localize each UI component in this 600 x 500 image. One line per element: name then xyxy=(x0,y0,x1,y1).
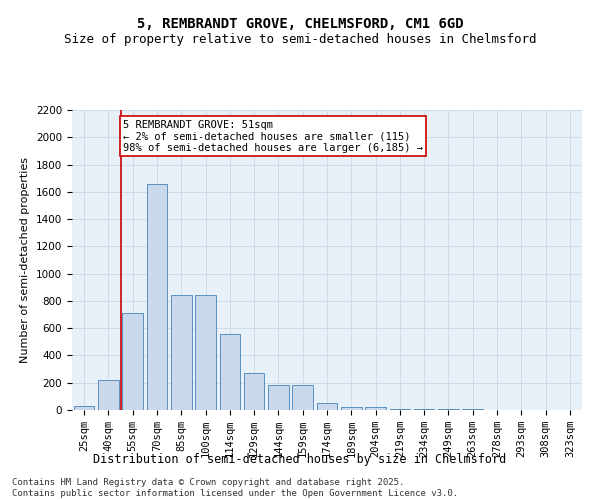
Bar xyxy=(146,184,167,410)
Bar xyxy=(220,334,240,410)
Bar xyxy=(244,373,265,410)
Bar xyxy=(74,406,94,410)
Bar xyxy=(122,313,143,410)
Text: Distribution of semi-detached houses by size in Chelmsford: Distribution of semi-detached houses by … xyxy=(94,452,506,466)
Bar xyxy=(414,408,434,410)
Bar xyxy=(292,386,313,410)
Bar xyxy=(317,402,337,410)
Text: 5, REMBRANDT GROVE, CHELMSFORD, CM1 6GD: 5, REMBRANDT GROVE, CHELMSFORD, CM1 6GD xyxy=(137,18,463,32)
Text: 5 REMBRANDT GROVE: 51sqm
← 2% of semi-detached houses are smaller (115)
98% of s: 5 REMBRANDT GROVE: 51sqm ← 2% of semi-de… xyxy=(123,120,423,152)
Bar xyxy=(195,296,216,410)
Bar xyxy=(365,406,386,410)
Bar xyxy=(389,408,410,410)
Text: Size of property relative to semi-detached houses in Chelmsford: Size of property relative to semi-detach… xyxy=(64,32,536,46)
Bar xyxy=(341,406,362,410)
Text: Contains HM Land Registry data © Crown copyright and database right 2025.
Contai: Contains HM Land Registry data © Crown c… xyxy=(12,478,458,498)
Bar xyxy=(268,386,289,410)
Bar xyxy=(98,380,119,410)
Y-axis label: Number of semi-detached properties: Number of semi-detached properties xyxy=(20,157,31,363)
Bar xyxy=(171,296,191,410)
